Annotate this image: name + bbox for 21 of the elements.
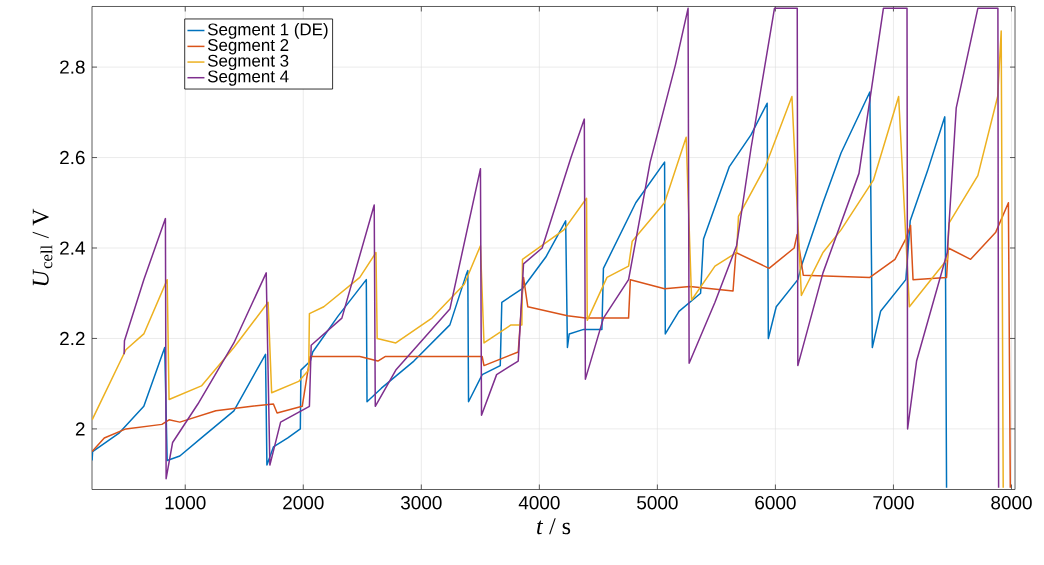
- y-tick-label: 2: [75, 422, 85, 436]
- x-tick-label: 2000: [283, 496, 324, 510]
- legend-label: Segment 4: [207, 70, 289, 86]
- x-tick-label: 1000: [165, 496, 206, 510]
- y-axis-title: U$_{cell}$ / V: [32, 208, 53, 286]
- x-tick-label: 4000: [518, 496, 560, 510]
- y-tick-label: 2.8: [60, 60, 85, 74]
- legend-label: Segment 1 (DE): [207, 22, 328, 39]
- x-tick-label: 3000: [400, 496, 442, 510]
- x-tick-label: 6000: [755, 496, 796, 510]
- x-axis-title: t / s: [537, 518, 571, 535]
- y-tick-label: 2.2: [60, 331, 85, 346]
- line-series: [92, 202, 1012, 489]
- x-tick-label: 5000: [637, 496, 678, 510]
- legend-label: Segment 3: [207, 54, 289, 71]
- y-tick-label: 2.4: [60, 241, 85, 255]
- line-series: [92, 91, 948, 489]
- x-tick-label: 8000: [991, 496, 1032, 510]
- x-tick-label: 7000: [873, 496, 914, 510]
- y-tick-label: 2.6: [60, 150, 85, 165]
- legend-label: Segment 2: [207, 39, 289, 55]
